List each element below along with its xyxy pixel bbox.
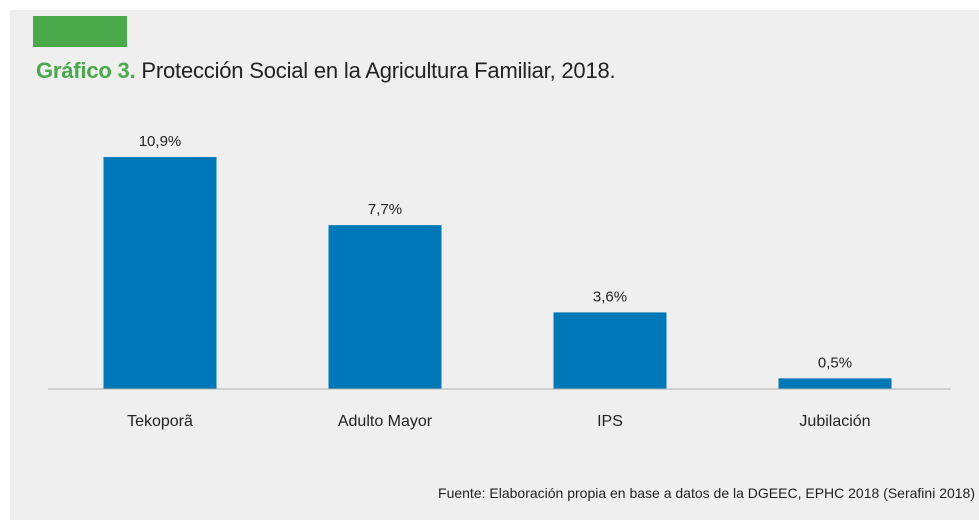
- category-label-3: Jubilación: [799, 413, 870, 430]
- bar-value-label-3: 0,5%: [818, 354, 852, 371]
- category-label-0: Tekoporã: [127, 413, 193, 430]
- category-label-1: Adulto Mayor: [338, 413, 433, 430]
- figure-label: Gráfico 3.: [36, 58, 136, 83]
- bar-3: [778, 378, 892, 389]
- bar-2: [553, 312, 667, 389]
- bar-value-label-0: 10,9%: [139, 133, 182, 150]
- chart-title: Gráfico 3. Protección Social en la Agric…: [36, 58, 616, 84]
- figure-title: Protección Social en la Agricultura Fami…: [141, 58, 616, 83]
- accent-block: [33, 16, 127, 47]
- bar-value-label-1: 7,7%: [368, 201, 402, 218]
- category-label-2: IPS: [597, 413, 623, 430]
- bar-value-label-2: 3,6%: [593, 288, 627, 305]
- bar-0: [103, 157, 217, 389]
- source-note: Fuente: Elaboración propia en base a dat…: [438, 485, 975, 501]
- bar-1: [328, 225, 442, 389]
